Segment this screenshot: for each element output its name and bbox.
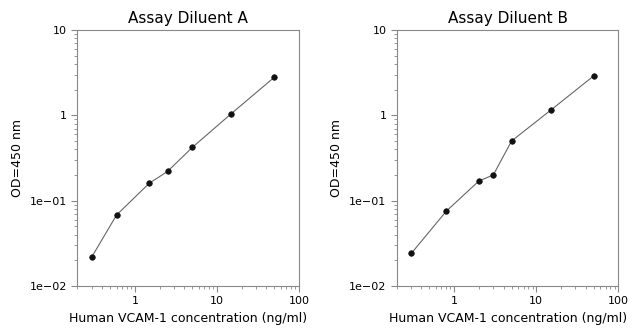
X-axis label: Human VCAM-1 concentration (ng/ml): Human VCAM-1 concentration (ng/ml): [69, 312, 307, 325]
Y-axis label: OD=450 nm: OD=450 nm: [11, 119, 24, 197]
X-axis label: Human VCAM-1 concentration (ng/ml): Human VCAM-1 concentration (ng/ml): [388, 312, 627, 325]
Title: Assay Diluent B: Assay Diluent B: [447, 11, 568, 26]
Title: Assay Diluent A: Assay Diluent A: [129, 11, 248, 26]
Y-axis label: OD=450 nm: OD=450 nm: [330, 119, 344, 197]
